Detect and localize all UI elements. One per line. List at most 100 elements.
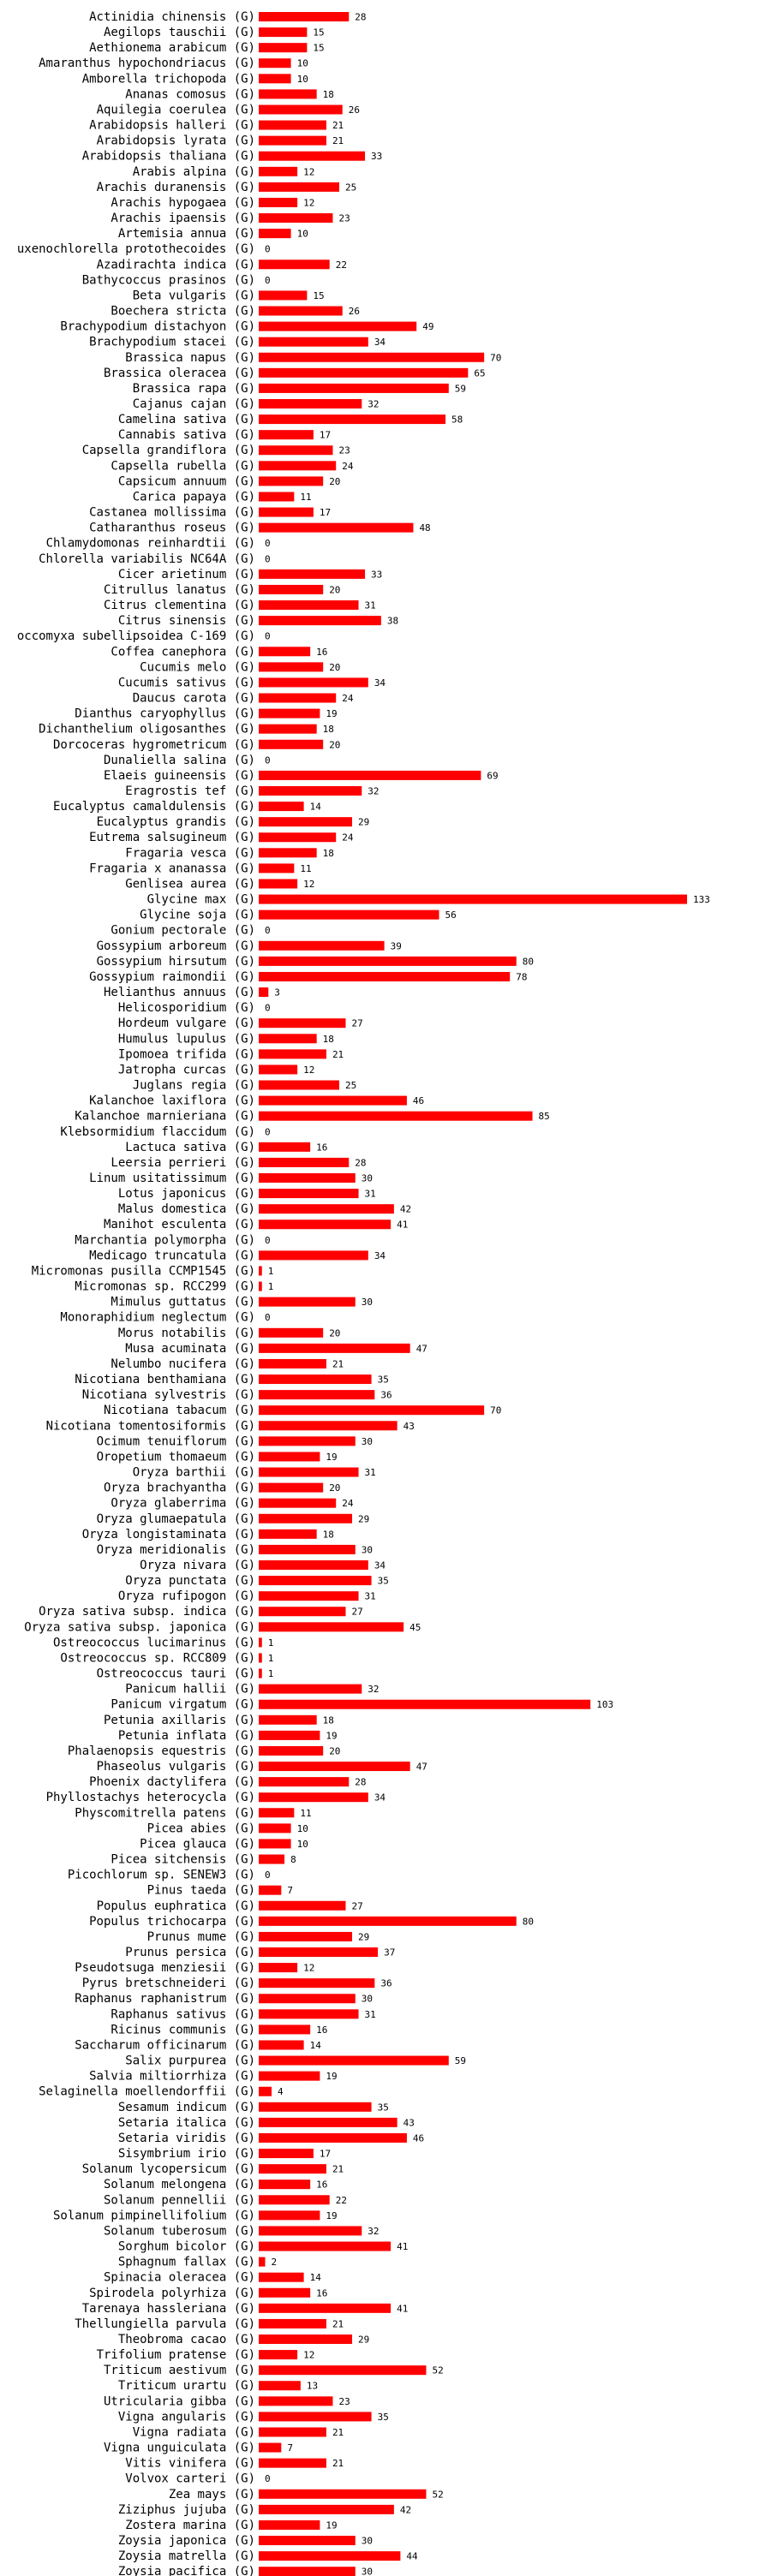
value-label-70: 46: [413, 1095, 424, 1106]
category-label-85: Morus notabilis (G): [118, 1327, 255, 1340]
bar-128: [259, 1994, 356, 2004]
category-label-84: Monoraphidium neglectum (G): [60, 1311, 255, 1325]
bar-0: [259, 12, 350, 21]
value-label-44: 24: [342, 693, 354, 704]
bar-63: [259, 987, 269, 998]
bar-165: [259, 2567, 356, 2576]
category-label-17: Bathycoccus prasinos (G): [82, 273, 255, 287]
bar-110: [259, 1714, 317, 1725]
category-label-109: Panicum virgatum (G): [111, 1698, 255, 1712]
value-label-148: 41: [397, 2303, 408, 2314]
category-label-100: Oryza nivara (G): [140, 1559, 255, 1572]
bar-105: [259, 1637, 262, 1648]
value-label-121: 7: [287, 1885, 293, 1896]
value-label-136: 43: [403, 2117, 415, 2128]
value-label-65: 27: [352, 1018, 363, 1029]
bar-123: [259, 1916, 517, 1926]
category-label-127: Pyrus bretschneideri (G): [82, 1977, 255, 1990]
category-label-126: Pseudotsuga menziesii (G): [75, 1961, 255, 1975]
category-label-148: Tarenaya hassleriana (G): [82, 2302, 255, 2316]
value-label-102: 31: [365, 1591, 376, 1602]
bar-67: [259, 1049, 326, 1059]
bar-145: [259, 2257, 266, 2267]
value-label-85: 20: [329, 1327, 340, 1339]
category-label-66: Humulus lupulus (G): [118, 1032, 255, 1046]
category-label-28: Capsella grandiflora (G): [82, 444, 255, 457]
value-label-48: 0: [265, 754, 271, 766]
category-label-134: Selaginella moellendorffii (G): [39, 2085, 255, 2099]
category-label-142: Solanum pimpinellifolium (G): [53, 2209, 255, 2222]
category-label-115: Phyllostachys heterocycla (G): [46, 1791, 255, 1804]
value-label-165: 30: [362, 2567, 373, 2576]
value-label-84: 0: [265, 1312, 271, 1323]
bar-57: [259, 894, 687, 904]
category-label-111: Petunia inflata (G): [118, 1729, 255, 1743]
value-label-15: 0: [265, 244, 271, 255]
category-label-149: Thellungiella parvula (G): [75, 2317, 255, 2331]
value-label-106: 1: [268, 1653, 274, 1664]
value-label-13: 23: [338, 213, 350, 224]
value-label-105: 1: [268, 1637, 274, 1649]
value-label-10: 12: [303, 166, 314, 177]
bar-118: [259, 1839, 291, 1849]
category-label-108: Panicum hallii (G): [125, 1683, 255, 1696]
bar-86: [259, 1343, 410, 1353]
bar-147: [259, 2287, 311, 2298]
bar-46: [259, 724, 317, 734]
bar-9: [259, 151, 366, 161]
value-label-112: 20: [329, 1745, 340, 1756]
value-label-23: 65: [474, 367, 485, 379]
bar-130: [259, 2024, 311, 2035]
bar-117: [259, 1823, 291, 1834]
bar-127: [259, 1978, 375, 1989]
bar-16: [259, 259, 330, 270]
category-label-48: Dunaliella salina (G): [104, 754, 255, 767]
category-label-71: Kalanchoe marnieriana (G): [75, 1110, 255, 1124]
category-label-11: Arachis duranensis (G): [97, 181, 255, 194]
bar-28: [259, 445, 333, 456]
bar-61: [259, 956, 517, 966]
category-label-41: Coffea canephora (G): [111, 645, 255, 659]
bar-23: [259, 367, 469, 378]
value-label-64: 0: [265, 1003, 271, 1014]
bar-29: [259, 461, 337, 471]
bar-30: [259, 476, 324, 486]
bar-44: [259, 693, 337, 703]
bar-71: [259, 1111, 533, 1121]
category-label-153: Triticum urartu (G): [118, 2379, 255, 2393]
bar-87: [259, 1358, 326, 1368]
bar-52: [259, 817, 353, 827]
bar-140: [259, 2179, 311, 2190]
value-label-114: 28: [355, 1777, 366, 1788]
category-label-157: Vigna unguiculata (G): [104, 2442, 255, 2455]
category-label-113: Phaseolus vulgaris (G): [97, 1760, 255, 1774]
bar-139: [259, 2164, 326, 2174]
category-label-141: Solanum pennellii (G): [104, 2193, 255, 2207]
bar-94: [259, 1467, 359, 1477]
category-labels: Actinidia chinensis (G) Aegilops tauschii…: [17, 10, 255, 2576]
bar-69: [259, 1080, 339, 1090]
bar-27: [259, 430, 314, 440]
category-label-52: Eucalyptus grandis (G): [97, 815, 255, 829]
category-label-56: Genlisea aurea (G): [125, 877, 255, 891]
value-label-47: 20: [329, 739, 340, 750]
value-label-72: 0: [265, 1126, 271, 1137]
bar-126: [259, 1963, 298, 1973]
bar-14: [259, 229, 291, 239]
value-label-159: 0: [265, 2473, 271, 2484]
value-label-116: 11: [300, 1808, 311, 1819]
category-label-117: Picea abies (G): [147, 1822, 255, 1835]
value-label-56: 12: [303, 879, 314, 890]
value-label-151: 12: [303, 2350, 314, 2361]
category-label-60: Gossypium arboreum (G): [97, 939, 255, 953]
category-label-47: Dorcoceras hygrometricum (G): [53, 738, 255, 752]
bar-161: [259, 2504, 394, 2514]
category-label-44: Daucus carota (G): [133, 692, 255, 706]
value-label-2: 15: [313, 43, 324, 54]
bar-50: [259, 786, 362, 796]
value-label-27: 17: [320, 430, 331, 441]
category-label-91: Nicotiana tomentosiformis (G): [46, 1419, 255, 1433]
bar-43: [259, 677, 368, 688]
bar-150: [259, 2334, 353, 2344]
bar-81: [259, 1266, 262, 1276]
